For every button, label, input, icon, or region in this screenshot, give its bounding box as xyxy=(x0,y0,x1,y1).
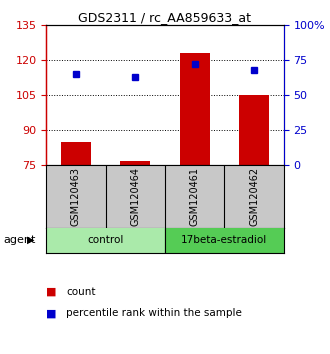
Text: ■: ■ xyxy=(46,287,57,297)
Bar xyxy=(165,165,224,228)
Title: GDS2311 / rc_AA859633_at: GDS2311 / rc_AA859633_at xyxy=(79,11,251,24)
Bar xyxy=(61,142,91,165)
Text: control: control xyxy=(87,235,124,245)
Text: count: count xyxy=(66,287,95,297)
Text: agent: agent xyxy=(3,235,36,245)
Bar xyxy=(46,165,106,228)
Bar xyxy=(120,161,150,165)
Text: GSM120463: GSM120463 xyxy=(71,167,81,226)
Text: GSM120461: GSM120461 xyxy=(190,167,200,226)
Text: 17beta-estradiol: 17beta-estradiol xyxy=(181,235,268,245)
Bar xyxy=(180,53,210,165)
Bar xyxy=(165,228,284,253)
Text: GSM120462: GSM120462 xyxy=(249,167,259,226)
Bar xyxy=(239,95,269,165)
Text: GSM120464: GSM120464 xyxy=(130,167,140,226)
Bar xyxy=(224,165,284,228)
Bar xyxy=(106,165,165,228)
Text: percentile rank within the sample: percentile rank within the sample xyxy=(66,308,242,318)
Text: ▶: ▶ xyxy=(27,235,35,245)
Text: ■: ■ xyxy=(46,308,57,318)
Bar xyxy=(46,228,165,253)
